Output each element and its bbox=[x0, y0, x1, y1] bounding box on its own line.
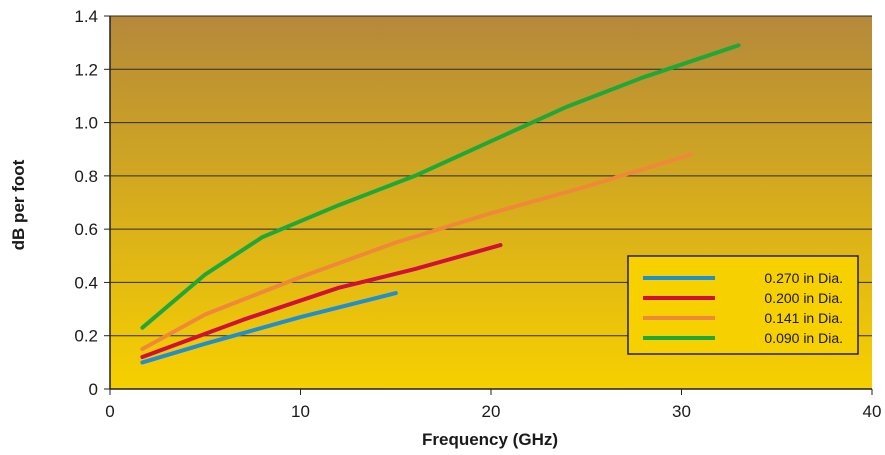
x-tick-label: 30 bbox=[672, 402, 691, 421]
x-tick-label: 20 bbox=[482, 402, 501, 421]
series-line-3 bbox=[140, 43, 741, 330]
y-tick-label: 0 bbox=[89, 380, 98, 399]
x-axis-label: Frequency (GHz) bbox=[422, 430, 558, 449]
y-tick-label: 1.0 bbox=[74, 114, 98, 133]
series-line-2 bbox=[140, 152, 693, 351]
legend: 0.270 in Dia. 0.200 in Dia. 0.141 in Dia. 0… bbox=[627, 255, 859, 355]
legend-label-2: 0.141 in Dia. bbox=[764, 310, 843, 326]
x-tick-label: 0 bbox=[105, 402, 114, 421]
x-tick-label: 10 bbox=[291, 402, 310, 421]
y-tick-label: 1.2 bbox=[74, 60, 98, 79]
y-tick-label: 0.6 bbox=[74, 220, 98, 239]
y-tick-label: 0.4 bbox=[74, 273, 98, 292]
legend-label-0: 0.270 in Dia. bbox=[764, 270, 843, 286]
series-line-0 bbox=[140, 291, 398, 365]
tick-labels: 0 0.2 0.4 0.6 0.8 1.0 1.2 1.4 0 10 20 30 40 bbox=[74, 7, 881, 421]
y-axis-label: dB per foot bbox=[9, 159, 28, 250]
y-tick-label: 0.2 bbox=[74, 327, 98, 346]
legend-label-3: 0.090 in Dia. bbox=[764, 330, 843, 346]
y-tick-label: 0.8 bbox=[74, 167, 98, 186]
y-tick-label: 1.4 bbox=[74, 7, 98, 26]
series-lines bbox=[140, 43, 741, 365]
x-tick-label: 40 bbox=[863, 402, 882, 421]
legend-label-1: 0.200 in Dia. bbox=[764, 290, 843, 306]
series-line-1 bbox=[140, 243, 503, 359]
